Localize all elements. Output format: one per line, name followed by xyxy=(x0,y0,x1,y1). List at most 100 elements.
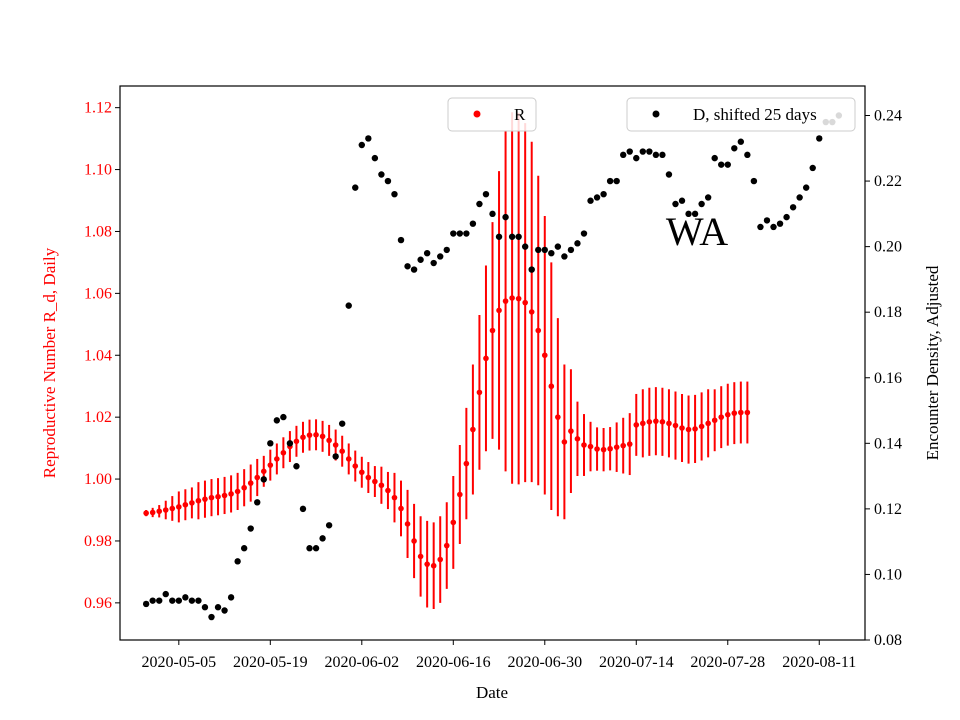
r-point xyxy=(221,492,228,499)
d-point xyxy=(195,597,202,604)
right-y-tick-label: 0.08 xyxy=(874,632,902,649)
right-y-tick-label: 0.20 xyxy=(874,239,902,256)
d-point xyxy=(554,243,562,250)
d-point xyxy=(776,220,784,227)
legend-marker xyxy=(652,110,660,118)
r-point xyxy=(228,491,234,497)
r-point xyxy=(443,542,450,549)
r-point xyxy=(535,327,542,334)
r-point xyxy=(417,553,424,560)
r-point xyxy=(626,441,633,447)
r-point xyxy=(385,487,391,494)
r-point xyxy=(587,443,594,450)
d-point xyxy=(495,233,503,240)
legend-marker xyxy=(473,110,481,118)
d-point xyxy=(561,253,568,260)
legend-box xyxy=(626,97,856,132)
d-point xyxy=(365,135,372,142)
d-point xyxy=(541,246,548,254)
d-point xyxy=(312,545,320,552)
d-point xyxy=(280,413,287,421)
x-tick-label: 2020-07-28 xyxy=(690,654,765,671)
d-point xyxy=(476,200,483,208)
d-point xyxy=(783,213,790,221)
left-y-tick-label: 0.96 xyxy=(84,595,112,612)
r-point xyxy=(607,445,613,452)
d-point xyxy=(469,220,477,227)
axes: 2020-05-05 2020-05-19 2020-06-02 2020-06-16… xyxy=(84,85,902,671)
d-point xyxy=(763,217,771,224)
r-point xyxy=(404,521,411,527)
d-point xyxy=(528,266,535,273)
r-point xyxy=(149,509,156,516)
r-point xyxy=(659,419,666,425)
r-point xyxy=(561,439,568,445)
r-point xyxy=(489,327,496,334)
d-point xyxy=(567,246,575,254)
d-point xyxy=(646,148,653,155)
r-point xyxy=(457,491,463,498)
r-point xyxy=(613,444,620,450)
r-point xyxy=(515,295,522,302)
d-point xyxy=(247,525,254,532)
d-point xyxy=(587,197,594,204)
r-point xyxy=(574,436,581,442)
r-point xyxy=(718,414,725,420)
r-point xyxy=(679,425,685,431)
d-point xyxy=(299,505,307,513)
d-point xyxy=(325,522,333,529)
left-y-tick-label: 1.12 xyxy=(84,100,112,117)
right-y-tick-label: 0.14 xyxy=(874,435,902,452)
legend-label: D, shifted 25 days xyxy=(693,105,817,124)
r-point xyxy=(411,538,417,544)
d-point xyxy=(744,151,751,159)
d-point xyxy=(214,604,222,611)
d-point xyxy=(319,535,326,542)
d-point xyxy=(384,177,392,185)
d-point xyxy=(502,213,509,221)
d-point xyxy=(770,223,777,231)
r-point xyxy=(463,460,470,467)
d-point xyxy=(437,253,444,260)
x-axis-label: Date xyxy=(476,683,508,702)
d-point xyxy=(450,230,457,237)
region-annotation: WA xyxy=(666,209,728,254)
d-point xyxy=(548,249,555,257)
d-point xyxy=(809,164,816,172)
d-point xyxy=(254,499,261,506)
r-point xyxy=(352,463,359,469)
d-point xyxy=(718,161,725,168)
r-point xyxy=(365,474,372,481)
r-point xyxy=(202,496,208,502)
r-point xyxy=(143,510,149,516)
r-point xyxy=(744,409,751,416)
d-point xyxy=(535,246,542,254)
r-point xyxy=(653,418,659,424)
r-point xyxy=(548,383,555,390)
r-point xyxy=(724,411,731,418)
r-point xyxy=(594,446,600,452)
d-point xyxy=(142,600,150,608)
d-point xyxy=(574,240,581,247)
r-point xyxy=(260,468,267,475)
d-point xyxy=(338,420,346,427)
d-point xyxy=(521,243,529,250)
left-y-tick-label: 1.02 xyxy=(84,409,112,426)
r-point xyxy=(620,442,627,449)
d-point xyxy=(227,594,235,601)
plot-area xyxy=(142,112,843,621)
d-point xyxy=(286,440,294,447)
d-point xyxy=(731,145,738,152)
d-point xyxy=(201,604,209,611)
r-point xyxy=(450,519,457,526)
r-point xyxy=(666,420,672,427)
r-point xyxy=(176,504,182,510)
r-point xyxy=(437,556,444,563)
r-point xyxy=(300,434,306,441)
d-point xyxy=(626,148,633,155)
r-point xyxy=(640,420,646,427)
d-point xyxy=(156,597,163,604)
r-point xyxy=(274,456,280,462)
d-point xyxy=(169,597,176,604)
